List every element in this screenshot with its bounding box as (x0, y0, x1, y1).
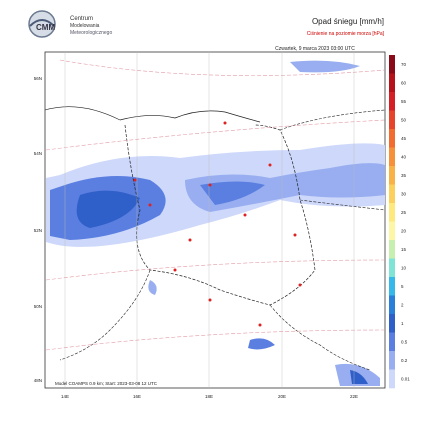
legend-swatch (389, 351, 395, 370)
legend-label: 1 (401, 321, 404, 326)
title: Opad śniegu [mm/h] (312, 17, 384, 26)
legend-swatch (389, 203, 395, 222)
logo: CMM (28, 10, 56, 38)
legend-label: 50 (401, 117, 407, 122)
subtitle: Ciśnienie na poziomie morza [hPa] (307, 31, 385, 37)
legend-label: 2 (401, 302, 404, 307)
legend-swatch (389, 184, 395, 204)
legend-swatch (389, 73, 395, 93)
map (44, 51, 386, 389)
legend-swatch (389, 147, 395, 167)
legend-label: 40 (401, 154, 407, 159)
legend-swatch (389, 55, 395, 74)
legend-label: 70 (401, 62, 407, 67)
legend-label: 30 (401, 191, 407, 196)
legend-label: 45 (401, 136, 407, 141)
legend-label: 10 (401, 265, 407, 270)
legend-label: 25 (401, 210, 407, 215)
lon-label: 18E (205, 394, 213, 399)
lat-label: 54N (34, 151, 42, 156)
legend-swatch (389, 258, 395, 278)
legend-swatch (389, 369, 395, 389)
legend-swatch (389, 129, 395, 148)
lat-label: 48N (34, 378, 42, 383)
legend-swatch (389, 110, 395, 130)
legend-swatch (389, 295, 395, 315)
legend-label: 15 (401, 247, 407, 252)
axes: 56N 54N 52N 50N 48N 14E 16E 18E 20E 22E (34, 76, 358, 399)
lat-label: 52N (34, 228, 42, 233)
logo-text: Centrum (70, 16, 93, 22)
legend-label: 5 (401, 284, 404, 289)
footer: Model COAMPS 0.9 km; Start: 2023-03-08 1… (55, 381, 158, 386)
legend-swatch (389, 221, 395, 241)
svg-text:CMM: CMM (36, 23, 55, 32)
legend-label: 0.2 (401, 358, 408, 363)
legend-label: 55 (401, 99, 407, 104)
legend-swatch (389, 92, 395, 111)
legend-label: 0.5 (401, 339, 408, 344)
legend-swatch (389, 166, 395, 185)
lon-label: 16E (133, 394, 141, 399)
legend-swatch (389, 314, 395, 333)
legend: 70 60 55 50 45 40 35 30 25 20 15 10 5 2 1 0.5 0.2 0.01 (389, 55, 410, 389)
legend-swatch (389, 332, 395, 352)
legend-label: 20 (401, 228, 407, 233)
lon-label: 14E (61, 394, 69, 399)
legend-label: 35 (401, 173, 407, 178)
legend-label: 60 (401, 80, 407, 85)
date: Czwartek, 9 marca 2023 03:00 UTC (275, 46, 355, 52)
lat-label: 50N (34, 304, 42, 309)
legend-swatch (389, 240, 395, 259)
logo-text: Meteorologicznego (70, 30, 112, 36)
legend-swatch (389, 277, 395, 296)
lon-label: 22E (350, 394, 358, 399)
legend-label: 0.01 (401, 376, 410, 381)
lon-label: 20E (278, 394, 286, 399)
lat-label: 56N (34, 76, 42, 81)
logo-text: Modelowania (70, 23, 100, 29)
